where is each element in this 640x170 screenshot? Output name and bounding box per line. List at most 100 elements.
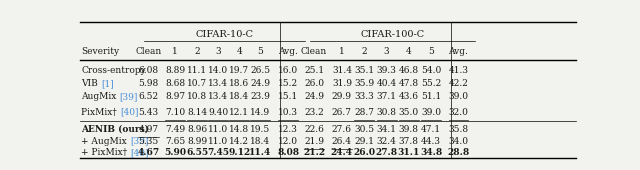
Text: 13.4: 13.4: [209, 92, 228, 101]
Text: 22.6: 22.6: [304, 125, 324, 134]
Text: 15.2: 15.2: [278, 79, 298, 88]
Text: 2: 2: [362, 47, 367, 56]
Text: 44.3: 44.3: [421, 137, 441, 146]
Text: 37.1: 37.1: [376, 92, 397, 101]
Text: + AugMix: + AugMix: [81, 137, 130, 146]
Text: Clean: Clean: [135, 47, 161, 56]
Text: 7.45: 7.45: [207, 148, 229, 157]
Text: [40]: [40]: [120, 108, 139, 116]
Text: 5.98: 5.98: [138, 79, 159, 88]
Text: 30.8: 30.8: [376, 108, 397, 116]
Text: [40]: [40]: [131, 148, 149, 157]
Text: 8.99: 8.99: [187, 137, 207, 146]
Text: 35.9: 35.9: [354, 79, 374, 88]
Text: 10.8: 10.8: [187, 92, 207, 101]
Text: 51.1: 51.1: [421, 92, 442, 101]
Text: 23.9: 23.9: [250, 92, 270, 101]
Text: 4: 4: [406, 47, 412, 56]
Text: 39.3: 39.3: [376, 66, 396, 75]
Text: 31.4: 31.4: [332, 66, 352, 75]
Text: 11.1: 11.1: [187, 66, 207, 75]
Text: 18.4: 18.4: [250, 137, 270, 146]
Text: 30.5: 30.5: [354, 125, 374, 134]
Text: AENIB (ours): AENIB (ours): [81, 125, 149, 134]
Text: [39]: [39]: [130, 137, 148, 146]
Text: + PixMix†: + PixMix†: [81, 148, 131, 157]
Text: 12.3: 12.3: [278, 125, 298, 134]
Text: 32.4: 32.4: [376, 137, 396, 146]
Text: 26.4: 26.4: [332, 137, 352, 146]
Text: 12.0: 12.0: [278, 137, 298, 146]
Text: Clean: Clean: [301, 47, 327, 56]
Text: 47.8: 47.8: [399, 79, 419, 88]
Text: 3: 3: [216, 47, 221, 56]
Text: 47.1: 47.1: [421, 125, 441, 134]
Text: 5: 5: [428, 47, 434, 56]
Text: 3: 3: [384, 47, 389, 56]
Text: 8.89: 8.89: [165, 66, 186, 75]
Text: 13.4: 13.4: [209, 79, 228, 88]
Text: 4.97: 4.97: [138, 125, 159, 134]
Text: 11.0: 11.0: [209, 125, 228, 134]
Text: 18.6: 18.6: [229, 79, 249, 88]
Text: 7.10: 7.10: [165, 108, 186, 116]
Text: 5.43: 5.43: [138, 108, 159, 116]
Text: 46.8: 46.8: [399, 66, 419, 75]
Text: 25.1: 25.1: [304, 66, 324, 75]
Text: 18.4: 18.4: [229, 92, 249, 101]
Text: PixMix†: PixMix†: [81, 108, 120, 116]
Text: 10.7: 10.7: [187, 79, 207, 88]
Text: 40.4: 40.4: [376, 79, 397, 88]
Text: 14.2: 14.2: [229, 137, 249, 146]
Text: 8.14: 8.14: [187, 108, 207, 116]
Text: 26.7: 26.7: [332, 108, 352, 116]
Text: 14.0: 14.0: [209, 66, 228, 75]
Text: 33.3: 33.3: [355, 92, 374, 101]
Text: 11.0: 11.0: [209, 137, 228, 146]
Text: 21.9: 21.9: [304, 137, 324, 146]
Text: 14.9: 14.9: [250, 108, 270, 116]
Text: 24.9: 24.9: [250, 79, 270, 88]
Text: 1: 1: [339, 47, 345, 56]
Text: 55.2: 55.2: [421, 79, 442, 88]
Text: 6.55: 6.55: [186, 148, 208, 157]
Text: 24.4: 24.4: [331, 148, 353, 157]
Text: [1]: [1]: [101, 79, 114, 88]
Text: 2: 2: [195, 47, 200, 56]
Text: 9.12: 9.12: [228, 148, 250, 157]
Text: 12.1: 12.1: [229, 108, 249, 116]
Text: 19.5: 19.5: [250, 125, 270, 134]
Text: 15.1: 15.1: [278, 92, 298, 101]
Text: 32.0: 32.0: [449, 108, 468, 116]
Text: 8.96: 8.96: [187, 125, 207, 134]
Text: 11.4: 11.4: [249, 148, 271, 157]
Text: 4: 4: [236, 47, 242, 56]
Text: 6.52: 6.52: [138, 92, 159, 101]
Text: 26.0: 26.0: [353, 148, 375, 157]
Text: 28.7: 28.7: [354, 108, 374, 116]
Text: 43.6: 43.6: [399, 92, 419, 101]
Text: 35.0: 35.0: [399, 108, 419, 116]
Text: 34.8: 34.8: [420, 148, 442, 157]
Text: 5: 5: [257, 47, 263, 56]
Text: 14.8: 14.8: [229, 125, 249, 134]
Text: 6.08: 6.08: [138, 66, 159, 75]
Text: 54.0: 54.0: [421, 66, 442, 75]
Text: Avg.: Avg.: [278, 47, 298, 56]
Text: 5.90: 5.90: [164, 148, 186, 157]
Text: 10.3: 10.3: [278, 108, 298, 116]
Text: 39.8: 39.8: [399, 125, 419, 134]
Text: 31.9: 31.9: [332, 79, 352, 88]
Text: 34.0: 34.0: [449, 137, 468, 146]
Text: 35.1: 35.1: [354, 66, 374, 75]
Text: CIFAR-100-C: CIFAR-100-C: [360, 30, 424, 39]
Text: [39]: [39]: [120, 92, 138, 101]
Text: 27.6: 27.6: [332, 125, 352, 134]
Text: 42.2: 42.2: [449, 79, 468, 88]
Text: 1: 1: [172, 47, 178, 56]
Text: 21.2: 21.2: [303, 148, 325, 157]
Text: Avg.: Avg.: [449, 47, 468, 56]
Text: 26.5: 26.5: [250, 66, 270, 75]
Text: VIB: VIB: [81, 79, 101, 88]
Text: 5.35: 5.35: [138, 137, 159, 146]
